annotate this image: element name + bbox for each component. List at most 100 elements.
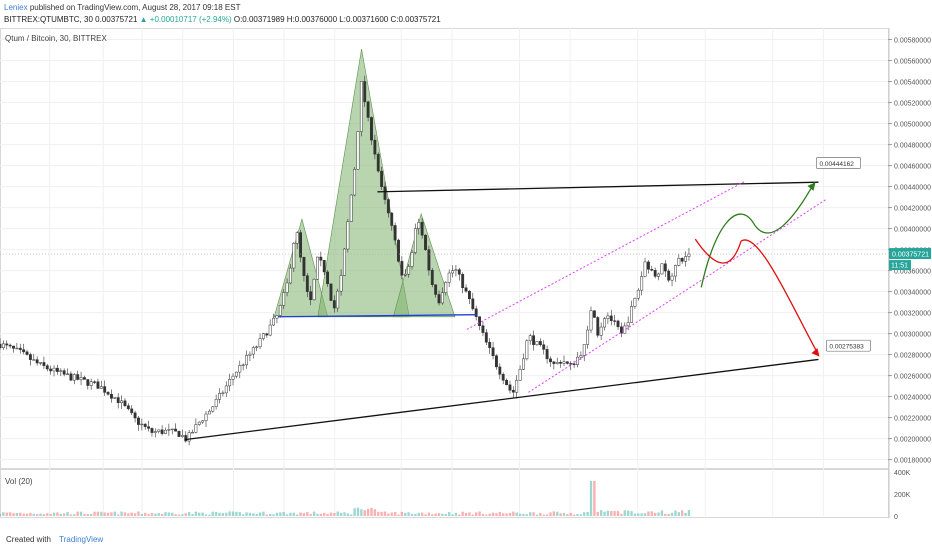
volume-bar bbox=[154, 513, 157, 516]
volume-bar bbox=[606, 510, 610, 516]
candle-body bbox=[484, 332, 488, 343]
last-price-tag bbox=[889, 248, 931, 260]
author-link[interactable]: Leniex bbox=[4, 3, 28, 12]
volume-bar bbox=[545, 514, 549, 516]
candle-body bbox=[184, 435, 188, 442]
candle-body bbox=[403, 273, 407, 276]
candle-body bbox=[180, 435, 184, 437]
candle-body bbox=[309, 291, 313, 301]
volume-bar bbox=[221, 513, 225, 516]
volume-bar bbox=[404, 512, 407, 516]
volume-bar bbox=[556, 511, 559, 516]
candle-body bbox=[397, 239, 400, 262]
price-pane[interactable] bbox=[0, 28, 889, 469]
candle-body bbox=[332, 300, 336, 309]
price-tick-label: 0.00580000 bbox=[894, 38, 931, 45]
candle-body bbox=[1, 343, 5, 349]
bearish-projection-curve-1 bbox=[694, 238, 742, 264]
candle-body bbox=[538, 341, 542, 345]
volume-bar bbox=[96, 511, 100, 516]
volume-bar bbox=[451, 514, 454, 516]
candle-body bbox=[261, 333, 265, 339]
candle-body bbox=[572, 363, 576, 365]
volume-bar bbox=[39, 513, 42, 516]
volume-bar bbox=[633, 513, 637, 516]
volume-bar bbox=[522, 513, 525, 516]
candle-body bbox=[650, 269, 654, 271]
candle-body bbox=[478, 316, 481, 326]
price-tick-label: 0.00440000 bbox=[894, 185, 931, 192]
candle-body bbox=[653, 270, 657, 277]
volume-bar bbox=[586, 511, 589, 516]
candle-body bbox=[511, 389, 515, 393]
volume-bar bbox=[2, 512, 5, 516]
volume-bar bbox=[677, 512, 680, 516]
volume-title: Vol (20) bbox=[5, 477, 33, 486]
volume-bar bbox=[410, 513, 414, 516]
candle-body bbox=[454, 269, 458, 271]
volume-bar bbox=[19, 512, 22, 516]
symbol-label: BITTREX:QTUMBTC, 30 bbox=[4, 15, 93, 24]
tradingview-logo-text[interactable]: TradingView bbox=[59, 535, 104, 544]
volume-bar bbox=[525, 514, 529, 516]
candles bbox=[0, 75, 691, 446]
volume-bar bbox=[552, 511, 556, 516]
candle-body bbox=[39, 362, 42, 364]
candle-body bbox=[633, 297, 637, 307]
volume-bar bbox=[106, 512, 110, 516]
candle-body bbox=[498, 366, 502, 375]
candle-body bbox=[187, 432, 191, 442]
volume-bar bbox=[265, 514, 268, 516]
volume-bar bbox=[471, 514, 474, 516]
candle-body bbox=[495, 355, 498, 368]
price-tick-label: 0.00360000 bbox=[894, 269, 931, 276]
candle-body bbox=[383, 186, 387, 200]
volume-bar bbox=[110, 512, 113, 516]
bullish-arrow-head bbox=[807, 182, 816, 191]
volume-pane[interactable] bbox=[0, 469, 889, 518]
candle-body bbox=[275, 315, 279, 319]
price-tick-label: 0.00400000 bbox=[894, 227, 931, 234]
volume-bar bbox=[650, 511, 653, 516]
volume-bar bbox=[312, 511, 316, 516]
volume-bar bbox=[505, 513, 508, 516]
price-axis[interactable]: 0.00580000 0.00560000 0.00540000 0.00520000… bbox=[888, 38, 931, 465]
volume-bar bbox=[360, 509, 363, 516]
volume-bar bbox=[214, 511, 218, 516]
candle-body bbox=[292, 243, 296, 269]
volume-bar bbox=[157, 512, 160, 516]
chart[interactable]: 0.00580000 0.00560000 0.00540000 0.00520000… bbox=[0, 28, 932, 520]
candle-body bbox=[640, 276, 644, 291]
volume-bar bbox=[549, 512, 552, 516]
publish-header: Leniex published on TradingView.com, Aug… bbox=[4, 3, 240, 12]
candle-body bbox=[49, 368, 53, 372]
volume-bar bbox=[103, 512, 106, 516]
volume-bar bbox=[670, 512, 674, 516]
volume-bar bbox=[258, 512, 262, 516]
candle-body bbox=[35, 359, 39, 364]
volume-bar bbox=[79, 511, 83, 516]
volume-bar bbox=[52, 512, 56, 516]
volume-bar bbox=[593, 480, 596, 516]
price-tick-label: 0.00240000 bbox=[894, 395, 931, 402]
volume-bar bbox=[299, 512, 302, 516]
volume-bar bbox=[225, 512, 228, 516]
candle-body bbox=[424, 234, 427, 250]
volume-bar bbox=[49, 513, 52, 516]
volume-bar bbox=[613, 511, 616, 516]
candle-body bbox=[356, 131, 360, 170]
candle-body bbox=[434, 284, 438, 295]
candle-body bbox=[481, 325, 485, 333]
candle-body bbox=[559, 361, 563, 364]
candle-body bbox=[272, 317, 275, 326]
channel-upper-line bbox=[466, 180, 746, 330]
candle-body bbox=[22, 349, 26, 353]
candle-body bbox=[684, 256, 687, 262]
candle-body bbox=[440, 292, 444, 304]
candle-body bbox=[282, 292, 286, 306]
volume-bar bbox=[373, 509, 377, 516]
volume-bar bbox=[35, 514, 39, 516]
volume-bar bbox=[167, 512, 171, 516]
volume-bar bbox=[289, 512, 292, 516]
candle-body bbox=[130, 408, 134, 414]
